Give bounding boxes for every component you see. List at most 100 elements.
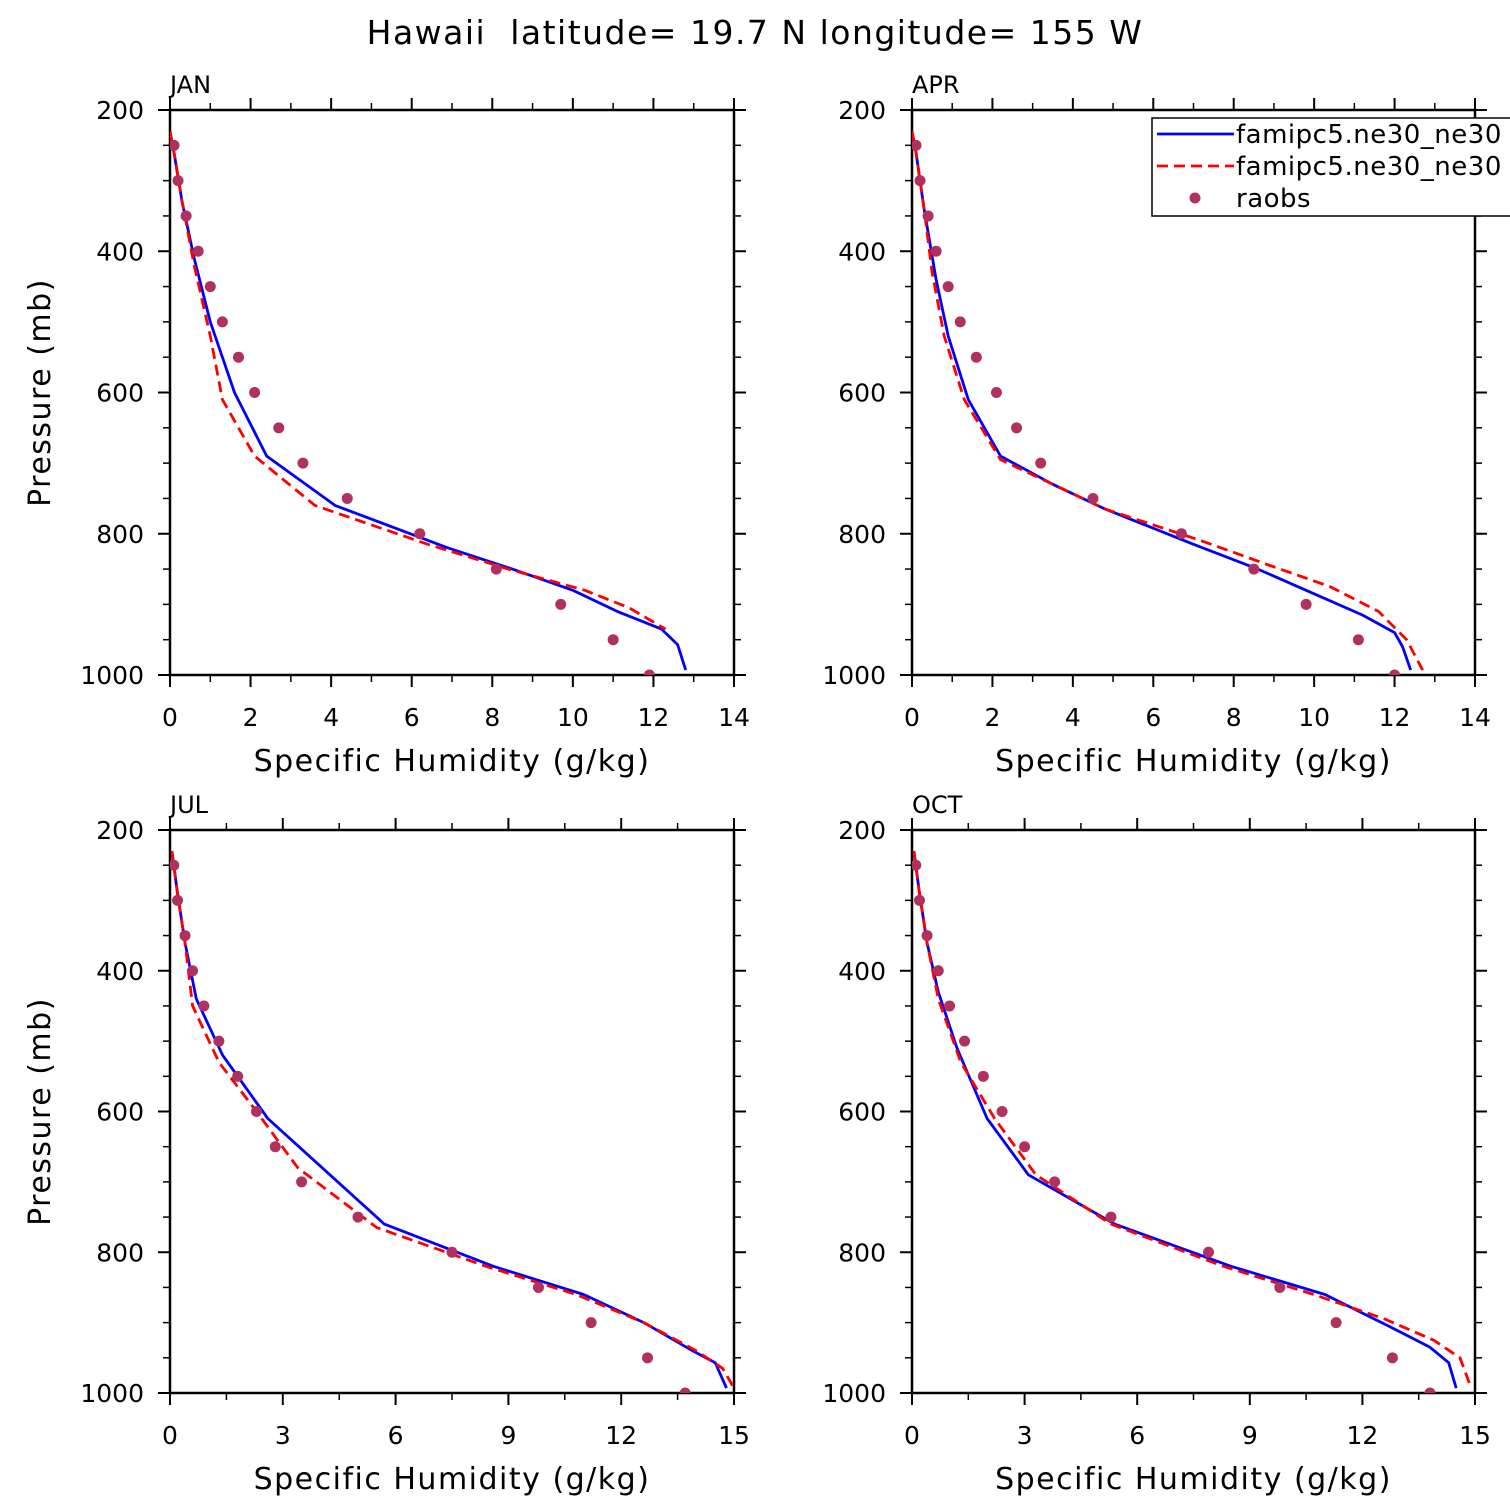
raobs-point (198, 1000, 210, 1012)
raobs-point (273, 422, 285, 434)
x-tick-label: 15 (1459, 1421, 1491, 1450)
y-tick-label: 1000 (822, 1379, 886, 1408)
raobs-point (912, 859, 922, 871)
raobs-point (192, 245, 204, 257)
raobs-point (352, 1211, 364, 1223)
y-axis-label: Pressure (mb) (23, 278, 58, 507)
raobs-point (172, 894, 184, 906)
raobs-point (914, 894, 926, 906)
x-tick-label: 6 (1145, 703, 1161, 732)
panel-apr: APR 0 2 4 6 8 10 12 14 200 400 600 800 1000 Specific H… (822, 71, 1491, 779)
raobs-point (1330, 1317, 1342, 1329)
series-line-1 (912, 850, 1458, 1389)
series-line-2 (170, 130, 667, 631)
raobs-point (296, 1176, 308, 1188)
x-tick-label: 2 (984, 703, 1000, 732)
series-group (912, 850, 1473, 1393)
x-axis-label: Specific Humidity (g/kg) (995, 744, 1392, 779)
raobs-point (170, 859, 180, 871)
panel-title: JUL (168, 791, 209, 819)
raobs-point (921, 930, 933, 942)
raobs-point (1175, 528, 1187, 540)
panel-jul: JUL 0 3 6 9 12 15 200 400 600 800 1000 Specific Humi… (23, 791, 750, 1497)
y-tick-label: 800 (838, 520, 886, 549)
series-group (170, 850, 734, 1393)
x-tick-label: 12 (605, 1421, 637, 1450)
raobs-point (679, 1387, 691, 1393)
raobs-point (914, 175, 926, 187)
x-tick-label: 6 (388, 1421, 404, 1450)
y-tick-label: 400 (96, 957, 144, 986)
y-tick-label: 400 (838, 237, 886, 266)
panel-title: JAN (168, 71, 211, 99)
raobs-point (607, 634, 619, 646)
panel-title: APR (912, 71, 960, 99)
y-tick-label: 400 (96, 237, 144, 266)
raobs-point (297, 457, 309, 469)
raobs-point (187, 965, 199, 977)
raobs-point (1352, 634, 1364, 646)
x-tick-label: 3 (275, 1421, 291, 1450)
y-tick-label: 400 (838, 957, 886, 986)
raobs-point (249, 387, 261, 398)
raobs-point (1300, 598, 1312, 610)
series-line-1 (170, 130, 688, 671)
raobs-point (944, 1000, 956, 1012)
y-tick-label: 600 (96, 379, 144, 408)
x-tick-label: 6 (1129, 1421, 1145, 1450)
x-tick-label: 10 (1298, 703, 1330, 732)
raobs-point (170, 139, 180, 151)
x-tick-label: 6 (404, 703, 420, 732)
figure-title: Hawaii latitude= 19.7 N longitude= 155 W (367, 13, 1144, 52)
y-tick-label: 600 (838, 1098, 886, 1127)
series-line-1 (170, 850, 728, 1389)
x-tick-label: 0 (904, 703, 920, 732)
x-tick-label: 8 (1226, 703, 1242, 732)
raobs-point (490, 563, 502, 575)
raobs-point (990, 387, 1002, 398)
raobs-point (1087, 492, 1099, 504)
y-axis-label: Pressure (mb) (23, 997, 58, 1226)
raobs-point (213, 1035, 225, 1047)
raobs-point (585, 1317, 597, 1329)
y-tick-label: 600 (838, 379, 886, 408)
panel-oct: OCT 0 3 6 9 12 15 200 400 600 800 1000 Specific Humi… (822, 791, 1491, 1497)
raobs-point (930, 245, 942, 257)
x-tick-label: 0 (162, 1421, 178, 1450)
raobs-point (959, 1035, 971, 1047)
legend-label: famipc5.ne30_ne30 (1236, 152, 1502, 182)
x-tick-label: 4 (1065, 703, 1081, 732)
raobs-point (555, 598, 567, 610)
y-tick-label: 1000 (822, 661, 886, 690)
y-tick-label: 200 (838, 96, 886, 125)
legend-label: raobs (1236, 184, 1311, 214)
raobs-point (1049, 1176, 1061, 1188)
y-tick-label: 600 (96, 1098, 144, 1127)
x-tick-label: 14 (1459, 703, 1491, 732)
x-tick-label: 3 (1017, 1421, 1033, 1450)
raobs-point (922, 210, 934, 222)
raobs-point (932, 965, 944, 977)
x-tick-label: 0 (904, 1421, 920, 1450)
raobs-point (1424, 1387, 1436, 1393)
x-tick-label: 15 (718, 1421, 750, 1450)
raobs-point (179, 930, 191, 942)
raobs-point (232, 351, 244, 363)
x-axis-label: Specific Humidity (g/kg) (254, 744, 651, 779)
x-tick-label: 12 (1346, 1421, 1378, 1450)
raobs-point (970, 351, 982, 363)
x-tick-label: 12 (638, 703, 670, 732)
raobs-point (341, 492, 353, 504)
y-tick-label: 800 (96, 520, 144, 549)
raobs-point (642, 1352, 654, 1364)
raobs-point (446, 1246, 458, 1258)
x-tick-label: 2 (243, 703, 259, 732)
y-tick-label: 200 (96, 816, 144, 845)
x-tick-label: 0 (162, 703, 178, 732)
raobs-point (996, 1106, 1008, 1117)
x-tick-label: 8 (484, 703, 500, 732)
x-tick-label: 9 (500, 1421, 516, 1450)
